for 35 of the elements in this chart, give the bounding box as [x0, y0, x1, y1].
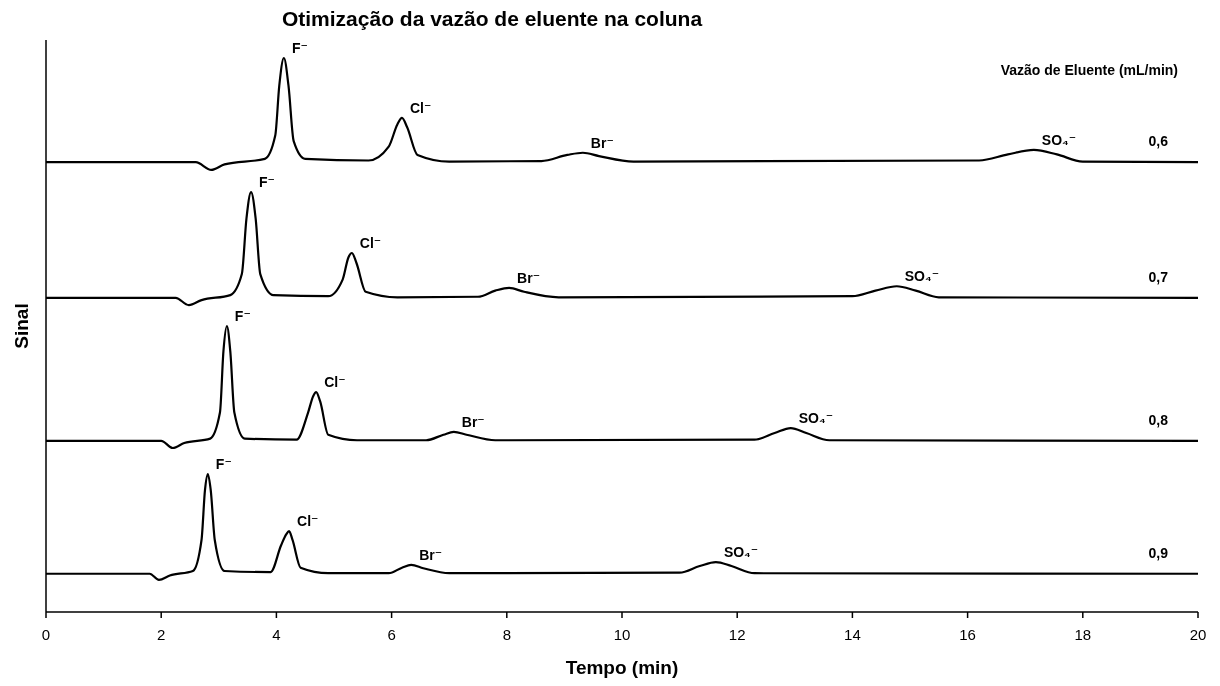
series-label: 0,7 [1148, 268, 1169, 285]
x-tick-label: 14 [844, 626, 861, 643]
annotation: SO₄⁻ [1041, 131, 1077, 148]
x-tick-label: 20 [1189, 626, 1207, 643]
x-tick-label: 10 [613, 626, 631, 643]
annotation: SO₄⁻ [798, 410, 834, 427]
y-axis-title: Sinal [11, 303, 32, 349]
series-label: 0,9 [1148, 544, 1169, 561]
annotation: Cl⁻ [324, 374, 346, 391]
x-tick-label: 4 [272, 626, 281, 643]
chart-title: Otimização da vazão de eluente na coluna [281, 7, 703, 30]
annotation: Cl⁻ [359, 235, 382, 252]
x-tick-label: 12 [728, 626, 746, 643]
annotation: Br⁻ [590, 134, 614, 151]
annotation: SO₄⁻ [904, 268, 940, 285]
annotation: Br⁻ [461, 413, 485, 430]
annotation: Cl⁻ [409, 99, 432, 116]
x-tick-label: 8 [502, 626, 511, 643]
annotation: Cl⁻ [297, 513, 319, 530]
x-tick-label: 6 [387, 626, 396, 643]
legend-title: Vazão de Eluente (mL/min) [1000, 62, 1178, 78]
annotation: F⁻ [215, 456, 232, 473]
annotation: F⁻ [234, 308, 251, 325]
annotation: Br⁻ [419, 546, 443, 563]
series-label: 0,6 [1148, 133, 1169, 150]
x-axis-title: Tempo (min) [565, 657, 679, 678]
annotation: F⁻ [291, 40, 308, 56]
x-tick-label: 0 [41, 626, 51, 643]
x-tick-label: 2 [157, 626, 166, 643]
series-label: 0,8 [1148, 411, 1169, 428]
annotation: Br⁻ [517, 269, 541, 286]
x-tick-label: 18 [1074, 626, 1092, 643]
x-tick-label: 16 [959, 626, 976, 643]
annotation: F⁻ [259, 174, 276, 191]
annotation: SO₄⁻ [723, 544, 759, 561]
